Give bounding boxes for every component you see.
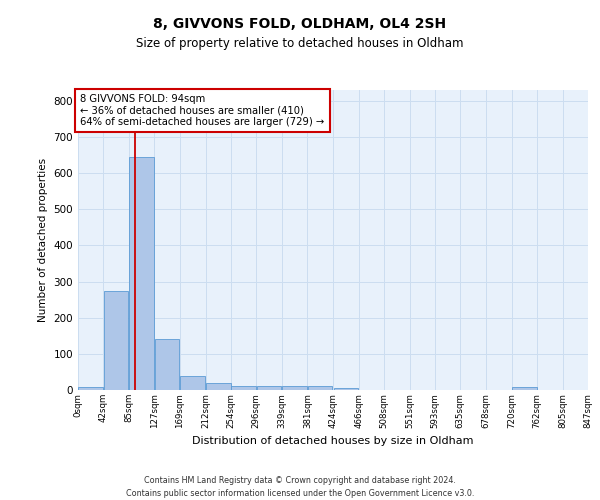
Bar xyxy=(512,387,536,390)
Text: 8 GIVVONS FOLD: 94sqm
← 36% of detached houses are smaller (410)
64% of semi-det: 8 GIVVONS FOLD: 94sqm ← 36% of detached … xyxy=(80,94,325,127)
Text: 8, GIVVONS FOLD, OLDHAM, OL4 2SH: 8, GIVVONS FOLD, OLDHAM, OL4 2SH xyxy=(154,18,446,32)
Y-axis label: Number of detached properties: Number of detached properties xyxy=(38,158,48,322)
X-axis label: Distribution of detached houses by size in Oldham: Distribution of detached houses by size … xyxy=(192,436,474,446)
Bar xyxy=(180,376,205,390)
Text: Contains HM Land Registry data © Crown copyright and database right 2024.
Contai: Contains HM Land Registry data © Crown c… xyxy=(126,476,474,498)
Bar xyxy=(231,386,256,390)
Text: Size of property relative to detached houses in Oldham: Size of property relative to detached ho… xyxy=(136,38,464,51)
Bar xyxy=(104,290,128,390)
Bar xyxy=(206,383,230,390)
Bar xyxy=(130,157,154,390)
Bar xyxy=(257,386,281,390)
Bar xyxy=(334,388,358,390)
Bar xyxy=(308,386,332,390)
Bar xyxy=(283,386,307,390)
Bar xyxy=(155,340,179,390)
Bar xyxy=(79,387,103,390)
